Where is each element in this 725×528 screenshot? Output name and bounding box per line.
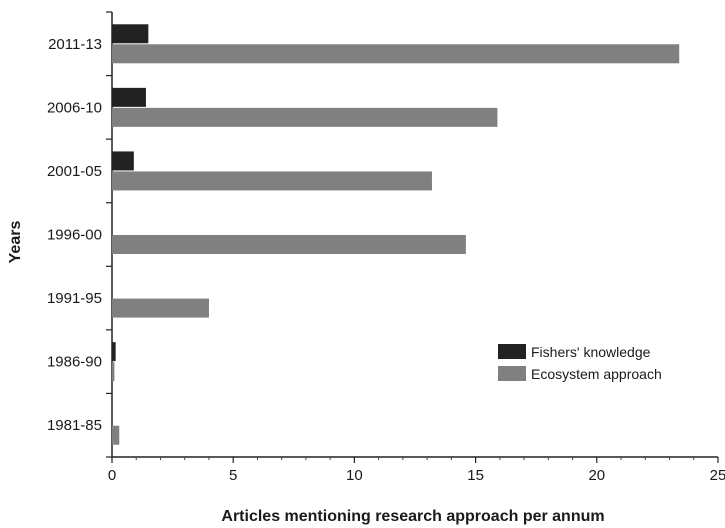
legend-label-fishers-knowledge: Fishers' knowledge [531, 344, 651, 360]
bar-fishers-knowledge-2011-13 [112, 24, 149, 44]
legend: Fishers' knowledge Ecosystem approach [498, 344, 662, 382]
y-tick-label-1981-85: 1981-85 [47, 417, 102, 434]
y-tick-label-2001-05: 2001-05 [47, 163, 102, 180]
x-tick-label-20: 20 [588, 467, 605, 484]
legend-swatch-ecosystem-approach [498, 366, 526, 381]
x-tick-label-25: 25 [710, 467, 725, 484]
x-axis-title: Articles mentioning research approach pe… [221, 508, 604, 525]
y-tick-label-1996-00: 1996-00 [47, 227, 102, 244]
bar-ecosystem-approach-2001-05 [112, 171, 432, 191]
bar-ecosystem-approach-2006-10 [112, 107, 498, 127]
y-tick-label-1991-95: 1991-95 [47, 290, 102, 307]
y-tick-label-2006-10: 2006-10 [47, 99, 102, 116]
bar-ecosystem-approach-1981-85 [112, 425, 120, 445]
x-tick-label-15: 15 [467, 467, 484, 484]
bars [112, 24, 680, 445]
bar-fishers-knowledge-2001-05 [112, 151, 134, 171]
bar-fishers-knowledge-2006-10 [112, 87, 146, 107]
y-tick-label-2011-13: 2011-13 [48, 36, 102, 53]
axes [111, 12, 718, 458]
ticks: 2011-13 2006-10 2001-05 1996-00 1991-95 1986-… [47, 11, 725, 484]
x-tick-label-5: 5 [229, 467, 237, 484]
legend-swatch-fishers-knowledge [498, 344, 526, 359]
bar-ecosystem-approach-1996-00 [112, 235, 466, 254]
y-axis-title: Years [7, 221, 24, 264]
bar-fishers-knowledge-1986-90 [112, 342, 116, 362]
bar-ecosystem-approach-2011-13 [112, 44, 680, 64]
bar-ecosystem-approach-1991-95 [112, 298, 209, 318]
x-tick-label-0: 0 [108, 467, 116, 484]
legend-label-ecosystem-approach: Ecosystem approach [531, 366, 662, 382]
bar-ecosystem-approach-1986-90 [112, 362, 115, 382]
x-tick-label-10: 10 [346, 467, 363, 484]
y-tick-label-1986-90: 1986-90 [47, 354, 102, 371]
